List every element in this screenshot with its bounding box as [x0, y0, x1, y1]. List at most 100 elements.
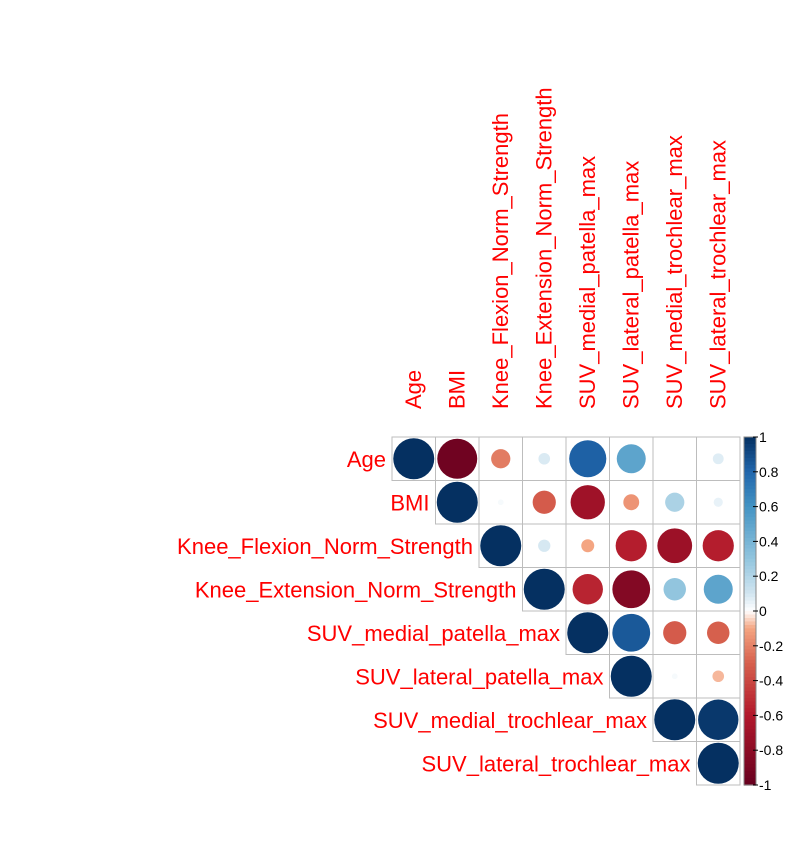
colorbar-segment [744, 652, 756, 657]
colorbar-segment [744, 586, 756, 591]
colorbar-segment [744, 569, 756, 574]
colorbar-segment [744, 729, 756, 734]
colorbar-tick-label: -0.6 [759, 707, 783, 723]
colorbar-segment [744, 621, 756, 626]
colorbar-segment [744, 725, 756, 730]
colorbar-segment [744, 642, 756, 647]
colorbar-segment [744, 590, 756, 595]
row-label: BMI [390, 490, 429, 515]
colorbar-segment [744, 555, 756, 560]
colorbar-segment [744, 537, 756, 542]
correlation-circle [532, 490, 556, 514]
colorbar-segment [744, 527, 756, 532]
colorbar-segment [744, 704, 756, 710]
row-label: SUV_medial_trochlear_max [373, 708, 647, 733]
colorbar-segment [744, 715, 756, 720]
colorbar-segment [744, 736, 756, 741]
correlation-circle [654, 699, 696, 741]
correlation-circle [480, 525, 522, 567]
colorbar-tick-label: 0.8 [759, 464, 779, 480]
colorbar-segment [744, 691, 756, 696]
colorbar-tick-label: -0.2 [759, 638, 783, 654]
colorbar-segment [744, 551, 756, 556]
colorbar-segment [744, 607, 756, 612]
colorbar-segment [744, 670, 756, 675]
colorbar-segment [744, 718, 756, 723]
colorbar-segment [744, 722, 756, 727]
colorbar-segment [744, 593, 756, 598]
colorbar-segment [744, 464, 756, 469]
column-label: SUV_lateral_trochlear_max [705, 140, 730, 409]
grid-cell [652, 436, 697, 481]
colorbar-segment [744, 597, 756, 602]
colorbar-segment [744, 750, 756, 755]
correlation-circle [612, 570, 651, 609]
correlation-circle [663, 578, 686, 601]
correlation-circle [657, 528, 693, 564]
correlation-circle [703, 574, 733, 604]
colorbar-segment [744, 753, 756, 758]
colorbar-segment [744, 684, 756, 689]
row-label: Knee_Extension_Norm_Strength [195, 577, 517, 602]
correlation-circle [712, 670, 725, 683]
colorbar-segment [744, 558, 756, 563]
colorbar-segment [744, 649, 756, 654]
colorbar-segment [744, 471, 756, 476]
column-label: Knee_Flexion_Norm_Strength [488, 113, 513, 409]
colorbar-segment [744, 617, 756, 623]
column-label: SUV_medial_trochlear_max [662, 135, 687, 409]
colorbar-segment [744, 572, 756, 577]
colorbar-segment [744, 513, 756, 518]
colorbar-tick-label: 0 [759, 603, 767, 619]
colorbar-segment [744, 757, 756, 762]
colorbar-segment [744, 760, 756, 765]
colorbar-segment [744, 698, 756, 703]
row-label: Knee_Flexion_Norm_Strength [177, 534, 473, 559]
colorbar-tick-label: -1 [759, 777, 772, 793]
correlation-circle [437, 438, 478, 479]
colorbar-segment [744, 576, 756, 581]
colorbar-segment [744, 492, 756, 497]
correlation-circle [612, 613, 651, 652]
colorbar-segment [744, 680, 756, 685]
colorbar-segment [744, 579, 756, 584]
correlation-circle [713, 497, 723, 507]
colorbar-tick-label: 0.2 [759, 568, 779, 584]
colorbar-segment [744, 614, 756, 619]
correlation-circle [572, 574, 603, 605]
colorbar-segment [744, 475, 756, 480]
colorbar-segment [744, 447, 756, 452]
colorbar-segment [744, 524, 756, 529]
colorbar-segment [744, 631, 756, 636]
colorbar-segment [744, 499, 756, 504]
colorbar-segment [744, 694, 756, 699]
colorbar-segment [744, 437, 756, 442]
colorbar-tick-label: -0.8 [759, 742, 783, 758]
correlation-circle [567, 612, 609, 654]
colorbar-segment [744, 450, 756, 455]
colorbar-segment [744, 454, 756, 459]
colorbar-segment [744, 656, 756, 661]
colorbar-segment [744, 732, 756, 737]
colorbar-segment [744, 701, 756, 706]
correlation-circle [712, 453, 724, 465]
colorbar-segment [744, 663, 756, 668]
colorbar-segment [744, 746, 756, 751]
colorbar-segment [744, 677, 756, 682]
correlation-circle [569, 440, 607, 478]
colorbar-segment [744, 767, 756, 772]
correlation-circle [491, 449, 511, 469]
colorbar-segment [744, 517, 756, 522]
colorbar-segment [744, 604, 756, 609]
correlation-circle [623, 494, 640, 511]
correlation-circle [497, 499, 504, 506]
colorbar-segment [744, 443, 756, 449]
correlation-circle [570, 485, 605, 520]
colorbar-segment [744, 708, 756, 713]
colorbar-segment [744, 482, 756, 487]
colorbar-segment [744, 673, 756, 678]
colorbar-segment [744, 645, 756, 650]
colorbar-segment [744, 687, 756, 692]
colorbar-segment [744, 562, 756, 567]
